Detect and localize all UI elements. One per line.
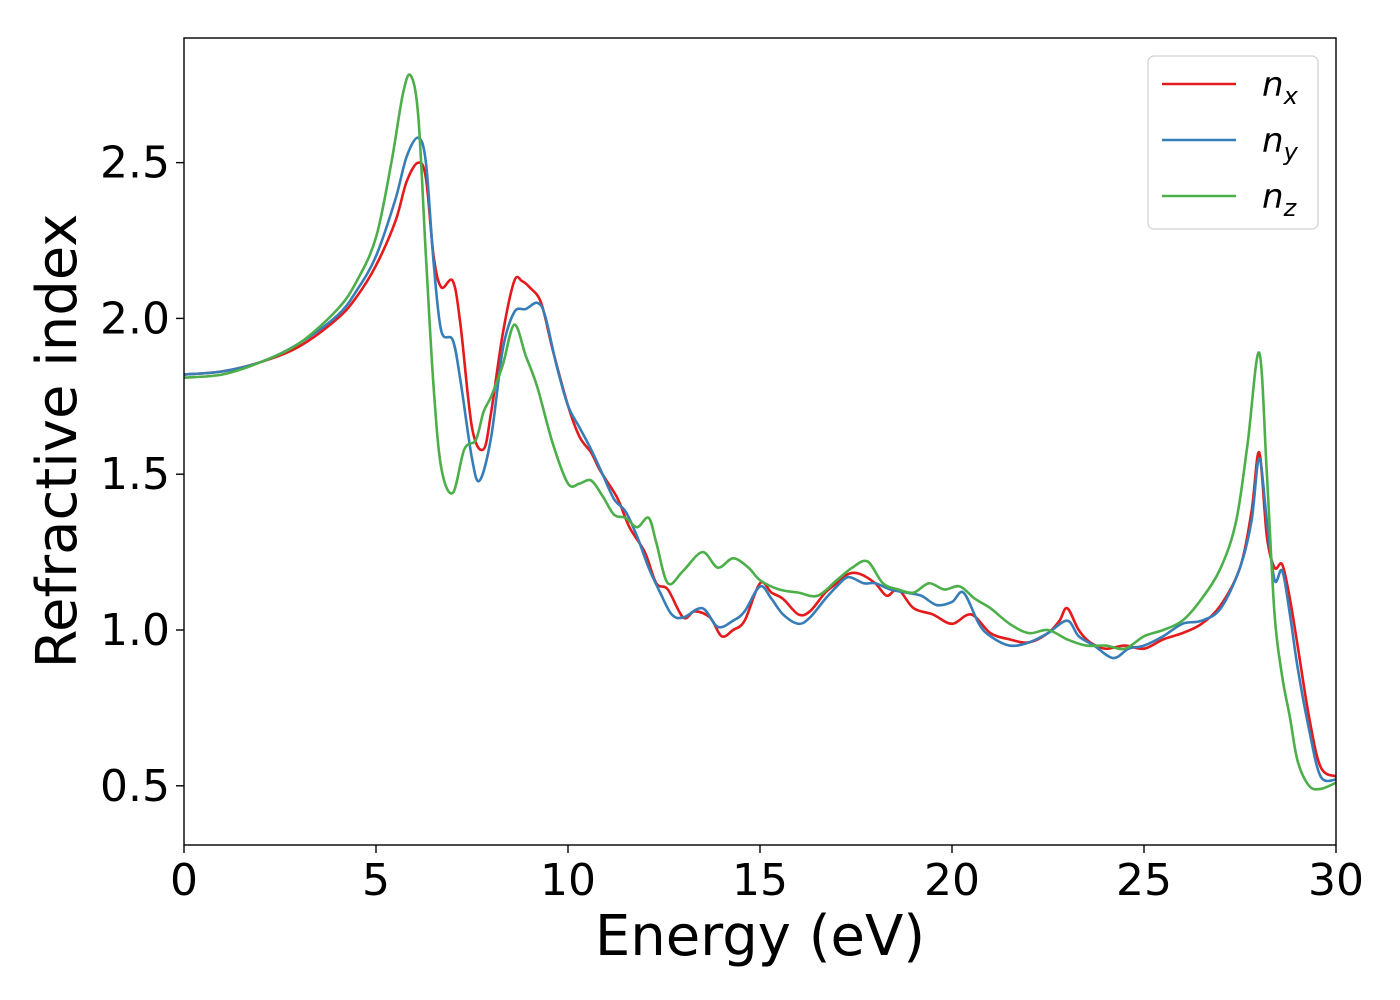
x-tick-label: 0 [170, 855, 198, 906]
y-tick-label: 2.5 [100, 138, 170, 189]
x-tick-label: 25 [1116, 855, 1172, 906]
y-axis-ticks: 0.5 1.0 1.5 2.0 2.5 [100, 138, 184, 812]
x-axis-title: Energy (eV) [595, 904, 925, 969]
series-line-n-x [184, 163, 1336, 777]
x-tick-label: 30 [1308, 855, 1364, 906]
x-tick-label: 20 [924, 855, 980, 906]
series-line-n-y [184, 138, 1336, 781]
x-tick-label: 15 [732, 855, 788, 906]
x-axis-ticks: 0 5 10 15 20 25 30 [170, 845, 1364, 906]
y-tick-label: 1.0 [100, 605, 170, 656]
x-tick-label: 10 [540, 855, 596, 906]
y-tick-label: 0.5 [100, 761, 170, 812]
y-axis-title: Refractive index [25, 214, 90, 669]
x-tick-label: 5 [362, 855, 390, 906]
y-tick-label: 2.0 [100, 293, 170, 344]
y-tick-label: 1.5 [100, 449, 170, 500]
